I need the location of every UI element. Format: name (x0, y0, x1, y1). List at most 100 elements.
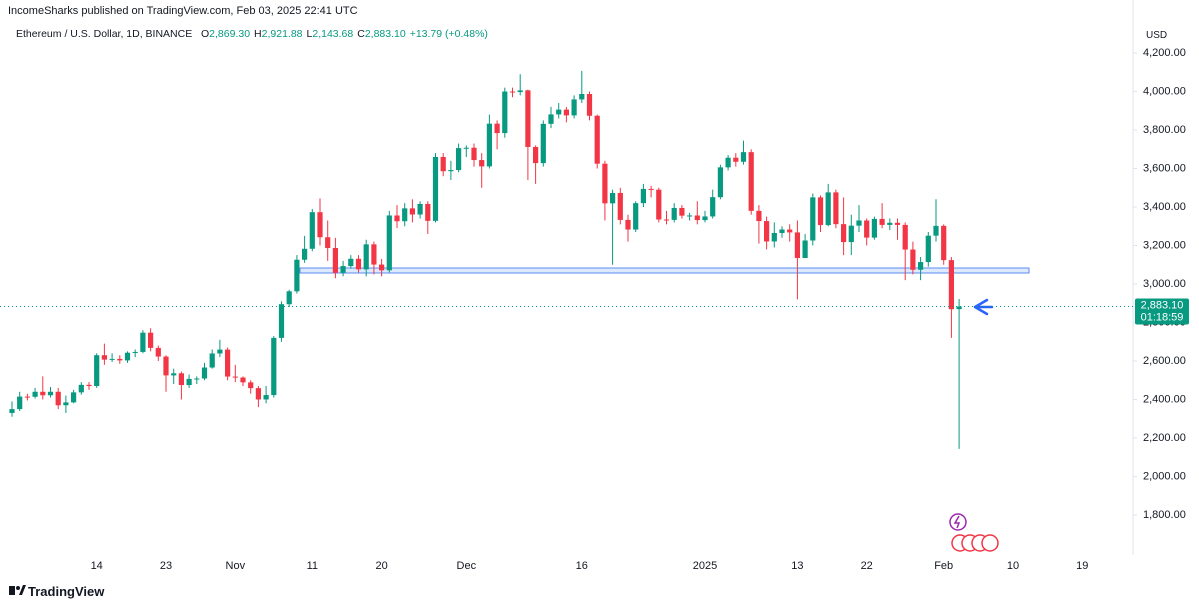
candle-body (887, 222, 893, 225)
ohlc-value: 2,869.30 (209, 28, 251, 40)
candle-body (286, 291, 292, 305)
y-tick-label: 2,400.00 (1143, 393, 1186, 405)
tv-logo (9, 585, 26, 595)
candle-body (232, 376, 238, 378)
candle-body (586, 94, 593, 116)
ohlc-value: 2,143.68 (312, 28, 354, 40)
candle-body (448, 170, 454, 172)
candle-body (894, 222, 901, 225)
candle-body (802, 240, 808, 259)
candle-body (533, 146, 539, 164)
candle-body (178, 373, 184, 386)
candle-body (748, 152, 754, 211)
x-tick-label: 13 (791, 560, 803, 572)
candle-body (317, 212, 323, 238)
candle-body (363, 244, 369, 270)
candle-body (602, 163, 608, 204)
candle-body (163, 356, 169, 376)
candle-body (563, 109, 569, 116)
candle-body (817, 197, 824, 226)
candle-body (779, 229, 785, 233)
candle-body (663, 219, 670, 221)
candle-body (694, 215, 700, 221)
x-tick-label: 2025 (693, 560, 717, 572)
candle-body (471, 147, 477, 161)
candle-body (309, 212, 315, 249)
candle-body (825, 192, 831, 226)
x-tick-label: 11 (307, 560, 318, 572)
candle-body (794, 232, 800, 259)
candles (9, 70, 962, 449)
candle-body (771, 232, 777, 242)
candle-body (833, 192, 839, 225)
y-tick-label: 2,200.00 (1143, 432, 1186, 444)
candle-body (648, 188, 654, 190)
y-tick-label: 4,000.00 (1143, 85, 1186, 97)
candle-body (702, 216, 708, 221)
ohlc-value: 2,883.10 (364, 28, 406, 40)
y-tick-label: 4,200.00 (1143, 47, 1186, 59)
candle-body (271, 337, 277, 396)
candle-body (479, 160, 485, 167)
ohlc-value: 2,921.88 (261, 28, 303, 40)
x-tick-label: 10 (1007, 560, 1019, 572)
ohlc-key: C (357, 28, 365, 40)
candle-body (86, 384, 92, 387)
candle-body (132, 351, 138, 353)
candle-body (617, 192, 623, 220)
candle-body (124, 352, 131, 361)
candle-body (556, 109, 562, 115)
y-tick-label: 3,600.00 (1143, 162, 1186, 174)
candle-body (409, 208, 415, 215)
candle-body (656, 189, 662, 220)
candle-body (171, 373, 177, 376)
candle-body (871, 218, 877, 238)
candle-body (640, 188, 646, 204)
candle-body (94, 355, 100, 387)
candle-body (201, 367, 208, 379)
candle-body (194, 378, 200, 380)
candle-body (856, 220, 862, 226)
candle-body (394, 215, 400, 222)
y-tick-label: 1,800.00 (1143, 509, 1186, 521)
candle-body (63, 402, 69, 406)
x-tick-label: 22 (861, 560, 873, 572)
x-tick-label: 19 (1076, 560, 1088, 572)
y-tick-label: 2,000.00 (1143, 470, 1186, 482)
candle-body (933, 225, 939, 236)
candle-body (494, 123, 500, 134)
candle-body (78, 384, 84, 393)
candle-body (710, 197, 716, 217)
candle-body (402, 208, 408, 222)
candle-body (956, 306, 962, 310)
candle-body (740, 152, 747, 162)
candle-body (386, 215, 392, 271)
candle-body (517, 90, 523, 93)
brand: TradingView (28, 584, 105, 599)
y-tick-label: 3,200.00 (1143, 239, 1186, 251)
publish-info: IncomeSharks published on TradingView.co… (8, 5, 358, 17)
countdown: 01:18:59 (1141, 311, 1184, 323)
x-tick-label: 14 (91, 560, 103, 572)
candle-body (278, 304, 285, 338)
candle-body (263, 395, 269, 400)
candle-body (548, 114, 554, 124)
candle-body (902, 224, 908, 250)
candle-body (764, 221, 770, 242)
ohlc-key: O (201, 28, 210, 40)
ohlc-key: H (254, 28, 262, 40)
ohlc-key: L (306, 28, 313, 40)
candle-body (687, 215, 693, 217)
x-tick-label: Dec (457, 560, 477, 572)
candle-body (217, 349, 223, 354)
candle-body (255, 388, 261, 400)
candle-body (225, 349, 231, 377)
candle-body (725, 157, 731, 168)
candle-body (810, 197, 816, 241)
candle-body (679, 207, 685, 216)
candle-body (910, 249, 916, 270)
currency: USD (1146, 30, 1168, 41)
candle-body (47, 391, 54, 396)
candle-body (71, 392, 77, 403)
